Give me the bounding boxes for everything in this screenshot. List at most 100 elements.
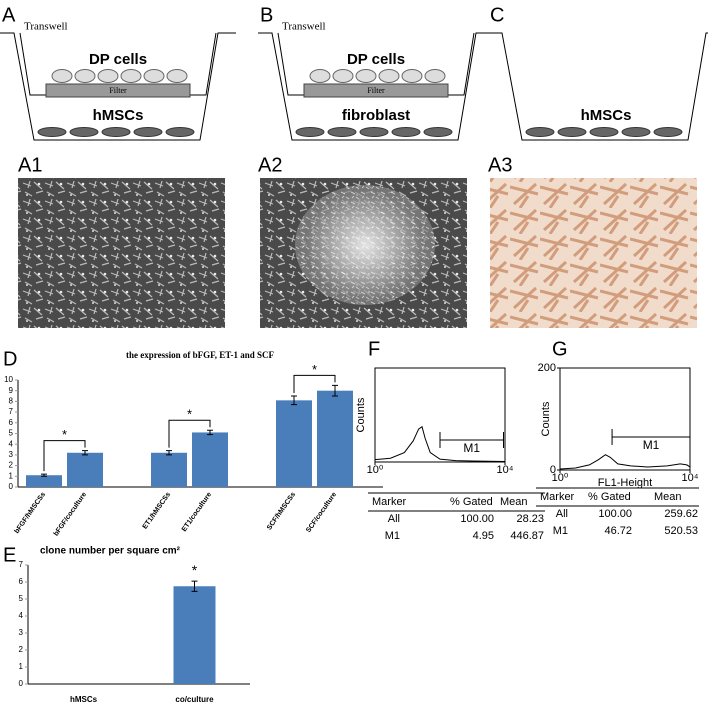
histogram-curve bbox=[559, 454, 691, 470]
table-cell: M1 bbox=[553, 525, 568, 537]
table-cell: 100.00 bbox=[460, 513, 494, 525]
cell bbox=[423, 127, 453, 137]
cell bbox=[133, 127, 163, 137]
error-bar bbox=[191, 580, 198, 592]
table-header: Mean bbox=[654, 491, 682, 503]
histogram-curve bbox=[374, 425, 506, 463]
cell bbox=[120, 69, 142, 83]
filter bbox=[45, 83, 191, 98]
y-tick-label: 1 bbox=[19, 662, 24, 671]
panel-label: F bbox=[368, 338, 380, 360]
bar bbox=[67, 452, 103, 487]
bracket bbox=[43, 440, 86, 472]
y-tick-label: 7 bbox=[9, 407, 14, 416]
transwell-label: Transwell bbox=[24, 21, 68, 33]
gate-label: M1 bbox=[463, 441, 480, 455]
axis bbox=[27, 565, 250, 685]
y-axis-label: Counts bbox=[355, 397, 367, 432]
table-header: Mean bbox=[500, 496, 528, 508]
significance: * bbox=[62, 427, 67, 442]
cell bbox=[143, 69, 165, 83]
y-tick-label: 0 bbox=[550, 464, 556, 476]
colony-glow bbox=[305, 190, 425, 300]
cell bbox=[359, 127, 389, 137]
x-tick-label: SCF/coculture bbox=[305, 491, 338, 534]
table-cell: All bbox=[556, 508, 568, 520]
y-tick-label: 10 bbox=[4, 375, 13, 384]
well bbox=[0, 32, 236, 141]
cell bbox=[525, 127, 555, 137]
table-header: % Gated bbox=[450, 496, 493, 508]
table-cell: 259.62 bbox=[664, 508, 698, 520]
panel-label: A1 bbox=[18, 154, 42, 176]
y-tick-label: 1 bbox=[9, 471, 14, 480]
cell bbox=[327, 127, 357, 137]
chart-title: clone number per square cm² bbox=[40, 546, 181, 557]
well bbox=[258, 32, 494, 141]
table-cell: All bbox=[388, 513, 400, 525]
significance: * bbox=[187, 407, 192, 422]
filter-label: Filter bbox=[109, 86, 127, 95]
y-tick-label: 0 bbox=[19, 679, 24, 688]
cell bbox=[401, 69, 423, 83]
x-tick-label: ET1/hMSCSs bbox=[142, 491, 173, 530]
gate-label: M1 bbox=[643, 438, 660, 452]
cell bbox=[101, 127, 131, 137]
bar bbox=[26, 475, 62, 487]
cell bbox=[97, 69, 119, 83]
insert bbox=[19, 32, 217, 96]
insert bbox=[277, 32, 475, 96]
y-axis-label: Counts bbox=[540, 401, 552, 436]
cell bbox=[69, 127, 99, 137]
table-header: Marker bbox=[540, 491, 575, 503]
cell bbox=[589, 127, 619, 137]
y-tick-label: 6 bbox=[9, 418, 14, 427]
error-bar bbox=[291, 395, 297, 406]
micrograph bbox=[18, 178, 225, 328]
y-tick-label: 3 bbox=[9, 450, 14, 459]
table-cell: M1 bbox=[385, 530, 400, 542]
y-tick-label: 3 bbox=[19, 628, 24, 637]
cell-label: hMSCs bbox=[581, 107, 632, 124]
y-tick-label: 0 bbox=[9, 482, 14, 491]
bar bbox=[151, 452, 187, 487]
cell-label: fibroblast bbox=[342, 107, 410, 124]
significance: * bbox=[192, 562, 198, 578]
x-tick-label: bFGF/hMSCSs bbox=[14, 491, 48, 535]
bracket bbox=[293, 374, 336, 394]
y-tick-label: 6 bbox=[19, 577, 24, 586]
cell-label: hMSCs bbox=[93, 107, 144, 124]
y-tick-label: 5 bbox=[19, 594, 24, 603]
well bbox=[488, 32, 708, 141]
y-tick-label: 7 bbox=[19, 560, 24, 569]
cell bbox=[74, 69, 96, 83]
cell bbox=[653, 127, 683, 137]
gate bbox=[439, 432, 505, 448]
panel-label: G bbox=[552, 338, 568, 360]
x-tick-label: bFGF/coculture bbox=[53, 491, 88, 537]
y-tick-label: 4 bbox=[9, 439, 14, 448]
y-tick-label: 2 bbox=[9, 461, 14, 470]
error-bar bbox=[82, 450, 88, 456]
y-tick-label: 200 bbox=[538, 362, 556, 374]
panel-label: C bbox=[490, 4, 504, 26]
x-axis-label: FL1-Height bbox=[598, 477, 652, 489]
table-cell: 446.87 bbox=[510, 530, 544, 542]
x-tick-label: hMSCs bbox=[70, 695, 98, 704]
cell bbox=[557, 127, 587, 137]
x-tick-label: 10⁰ bbox=[552, 472, 569, 484]
panel-label: A bbox=[2, 4, 16, 26]
panel-label: A2 bbox=[258, 154, 282, 176]
cell bbox=[166, 69, 188, 83]
table-cell: 46.72 bbox=[604, 525, 632, 537]
micrograph bbox=[490, 178, 697, 328]
y-tick-label: 8 bbox=[9, 397, 14, 406]
cell bbox=[37, 127, 67, 137]
significance: * bbox=[312, 362, 317, 377]
cell-label: DP cells bbox=[347, 51, 405, 68]
cell bbox=[391, 127, 421, 137]
cell bbox=[295, 127, 325, 137]
bar bbox=[317, 390, 353, 487]
cell bbox=[378, 69, 400, 83]
